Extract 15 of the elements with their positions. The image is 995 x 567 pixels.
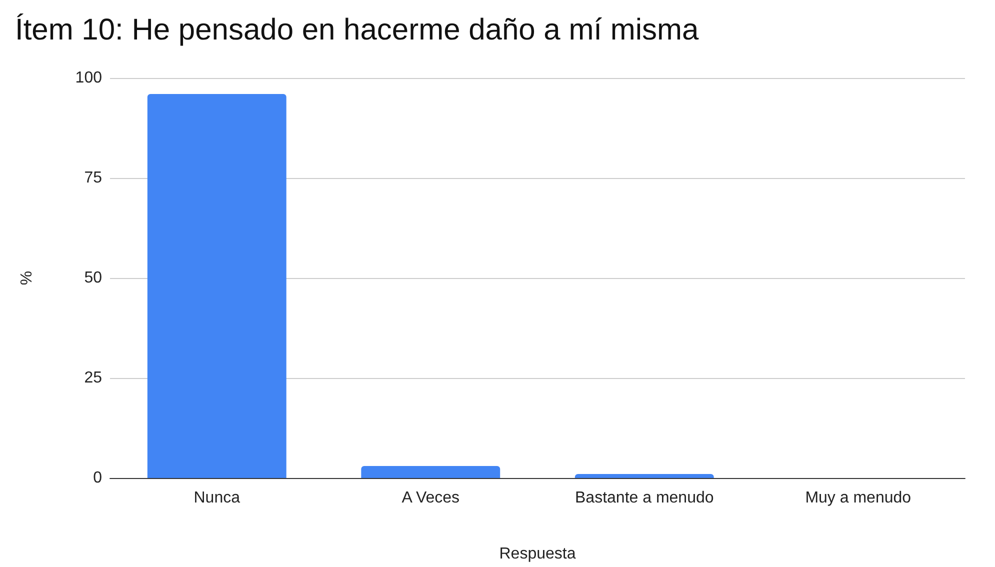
bar <box>361 466 500 478</box>
bar <box>574 474 714 478</box>
x-tick-label: Bastante a menudo <box>574 490 714 506</box>
y-tick-label: 75 <box>84 170 102 186</box>
x-tick-label: Nunca <box>194 490 240 506</box>
y-axis-title: % <box>18 270 36 286</box>
chart-title: Ítem 10: He pensado en hacerme daño a mí misma <box>15 12 699 46</box>
bar <box>147 94 286 478</box>
y-tick-label: 25 <box>84 370 102 386</box>
y-tick-label: 50 <box>84 270 102 286</box>
x-tick-label: A Veces <box>402 490 460 506</box>
y-tick-label: 0 <box>93 470 102 486</box>
y-tick-label: 100 <box>75 70 102 86</box>
x-tick-label: Muy a menudo <box>805 490 912 506</box>
x-axis-title: Respuesta <box>499 546 576 562</box>
